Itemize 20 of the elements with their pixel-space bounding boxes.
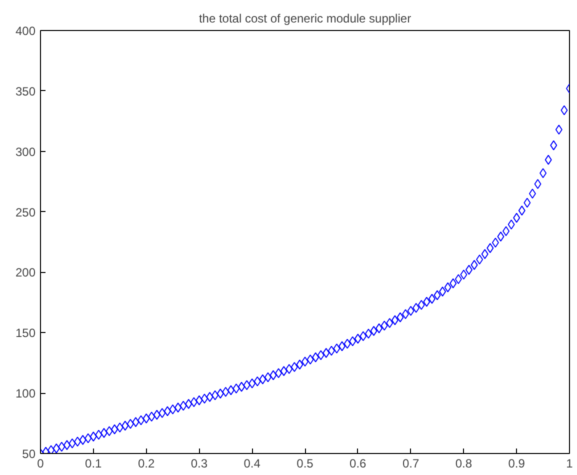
x-tick-label: 0.1 [85, 456, 102, 470]
x-tick-label: 0.2 [138, 456, 155, 470]
x-tick-label: 1 [566, 456, 574, 470]
x-tick-label: 0.9 [508, 456, 526, 470]
y-tick-label: 150 [15, 326, 36, 340]
y-tick-label: 300 [15, 144, 36, 159]
x-tick-label: 0.3 [190, 456, 208, 470]
y-tick-label: 100 [15, 386, 36, 401]
x-tick-label: 0.8 [455, 456, 472, 470]
x-tick-label: 0.6 [350, 456, 367, 470]
y-tick-label: 400 [15, 24, 36, 38]
y-tick-label: 350 [15, 84, 36, 98]
x-tick-label: 0.7 [402, 456, 420, 470]
x-tick-label: 0.4 [244, 456, 261, 470]
chart-title: the total cost of generic module supplier [198, 12, 412, 26]
x-tick-label: 0 [37, 456, 44, 470]
y-tick-label: 200 [15, 266, 36, 280]
y-tick-label: 250 [15, 205, 36, 220]
x-tick-label: 0.5 [296, 456, 314, 470]
y-tick-label: 50 [22, 447, 36, 461]
